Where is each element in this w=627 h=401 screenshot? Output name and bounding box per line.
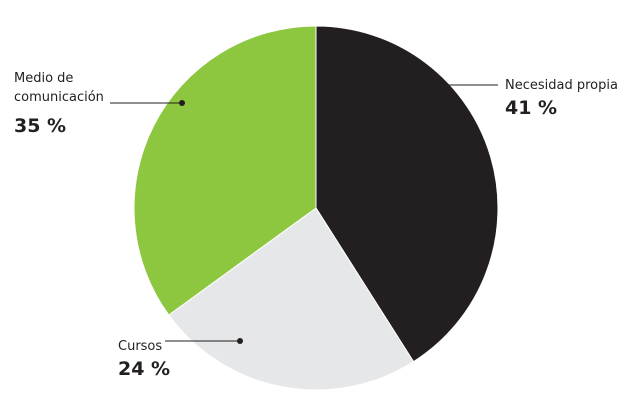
pie-slice [168,207,415,391]
slice-label: Medio de comunicación [14,71,104,105]
pie-slice [315,25,499,363]
value-label: 35 % [14,115,67,137]
leader-dot [179,100,185,106]
slice-label: Cursos [118,339,163,354]
leader-dot [237,338,243,344]
slice-label: Necesidad propia [505,78,618,93]
value-label: 24 % [118,358,171,380]
pie-slice [133,25,317,316]
value-label: 41 % [505,97,558,119]
